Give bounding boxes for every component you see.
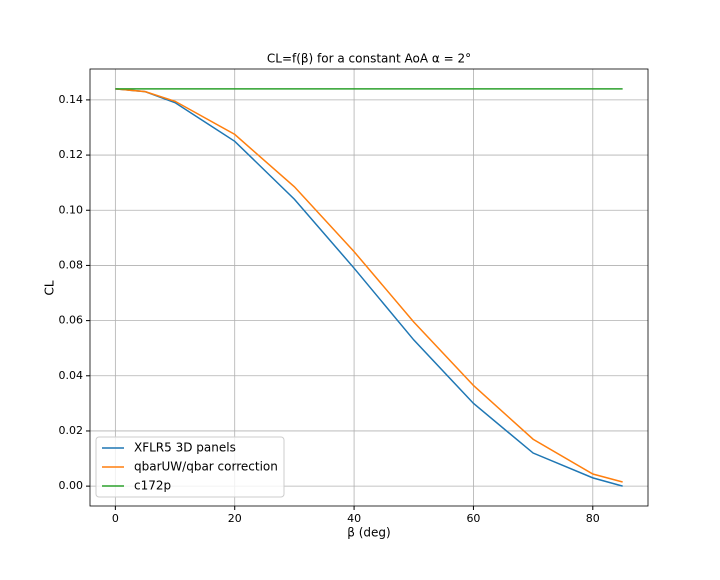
y-tick-label: 0.12 <box>59 148 84 161</box>
legend-label: c172p <box>134 479 171 493</box>
y-tick-label: 0.14 <box>59 93 84 106</box>
x-tick-label: 40 <box>347 512 361 525</box>
x-tick-label: 80 <box>586 512 600 525</box>
y-tick-label: 0.06 <box>59 314 84 327</box>
x-tick-label: 60 <box>466 512 480 525</box>
y-tick-label: 0.08 <box>59 258 84 271</box>
y-tick-label: 0.04 <box>59 369 84 382</box>
series-line <box>115 88 623 487</box>
y-tick-label: 0.10 <box>59 203 84 216</box>
y-axis-label: CL <box>43 280 57 295</box>
y-tick-label: 0.02 <box>59 424 84 437</box>
x-tick-label: 0 <box>112 512 119 525</box>
y-tick-label: 0.00 <box>59 479 84 492</box>
plot-frame <box>89 68 649 507</box>
x-tick-label: 20 <box>228 512 242 525</box>
legend-label: qbarUW/qbar correction <box>134 460 278 474</box>
chart-title: CL=f(β) for a constant AoA α = 2° <box>267 52 471 66</box>
legend-label: XFLR5 3D panels <box>134 441 236 455</box>
x-axis-label: β (deg) <box>347 526 390 540</box>
series-line <box>115 88 623 483</box>
legend-box <box>95 436 285 498</box>
